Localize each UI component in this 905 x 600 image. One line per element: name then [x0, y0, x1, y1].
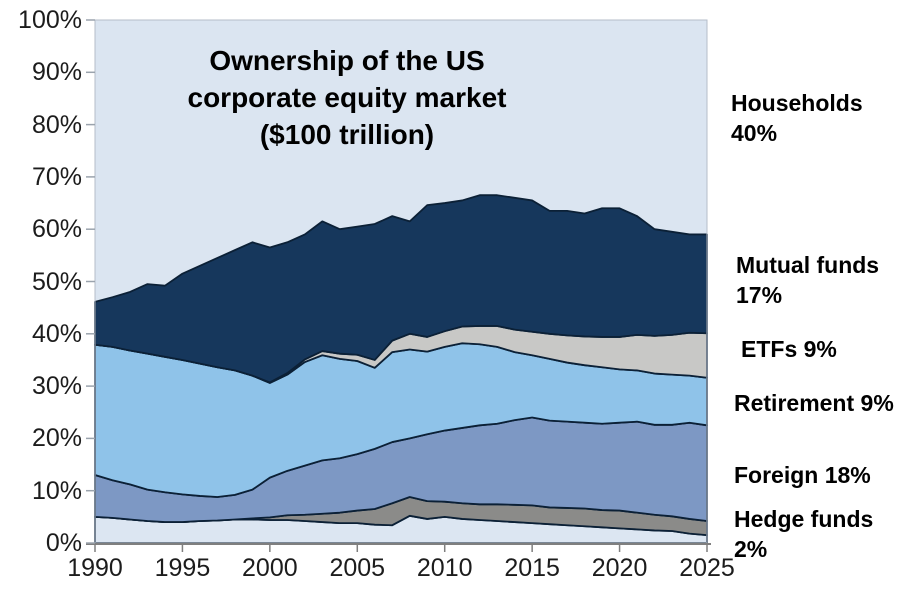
y-axis-label: 80%: [31, 110, 82, 139]
x-axis-label: 2010: [416, 554, 473, 582]
y-axis-label: 100%: [18, 6, 82, 34]
y-axis-label: 90%: [31, 58, 82, 87]
y-axis-label: 0%: [45, 529, 82, 557]
y-axis-label: 70%: [31, 162, 82, 191]
y-axis-label: 40%: [31, 319, 82, 348]
y-axis-label: 30%: [31, 372, 82, 401]
legend-label-households: Households 40%: [731, 90, 863, 146]
legend-label-retirement: Retirement 9%: [734, 390, 894, 416]
y-axis-label: 60%: [31, 215, 82, 244]
y-axis-label: 50%: [31, 267, 82, 296]
x-axis-label: 2025: [679, 554, 735, 582]
legend-label-mutual-funds: Mutual funds 17%: [736, 252, 880, 308]
y-axis-label: 20%: [31, 424, 82, 453]
y-axis-label: 10%: [31, 476, 82, 505]
x-axis-label: 1995: [154, 554, 211, 582]
x-axis-label: 2005: [329, 554, 386, 582]
x-axis-label: 1990: [67, 554, 123, 582]
legend-label-hedge-funds: Hedge funds 2%: [734, 506, 874, 562]
x-axis-label: 2000: [242, 554, 298, 582]
legend-label-foreign: Foreign 18%: [734, 462, 871, 488]
x-axis-label: 2020: [591, 554, 648, 582]
x-axis-label: 2015: [504, 554, 560, 582]
legend-label-etfs: ETFs 9%: [741, 336, 837, 362]
chart-title: Ownership of the US corporate equity mar…: [187, 45, 507, 150]
